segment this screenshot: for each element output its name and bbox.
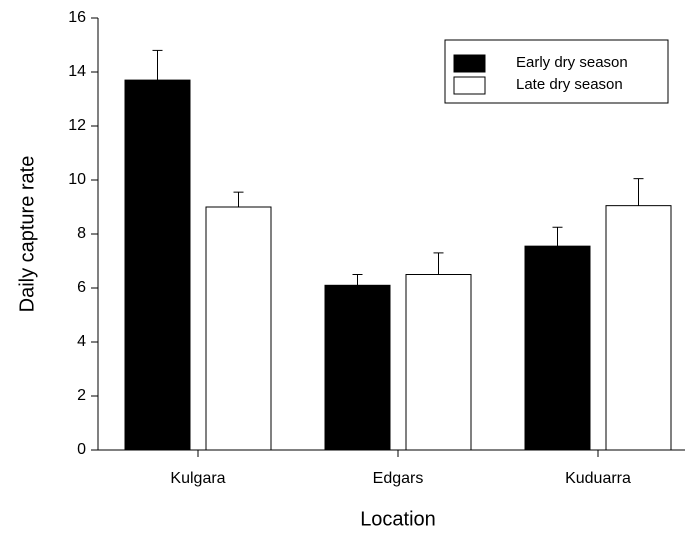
error-bar [633, 178, 644, 206]
x-tick-label: Edgars [373, 470, 424, 487]
y-tick-label: 12 [68, 117, 86, 134]
y-tick-label: 0 [77, 441, 86, 458]
error-bar [352, 274, 363, 286]
bar [124, 79, 191, 451]
error-bar [433, 252, 444, 275]
y-tick-label: 4 [77, 333, 86, 350]
y-tick-label: 2 [77, 387, 86, 404]
y-tick-label: 16 [68, 9, 86, 26]
y-tick-label: 10 [68, 171, 86, 188]
y-tick-label: 6 [77, 279, 86, 296]
error-bar [552, 226, 563, 247]
bar [524, 245, 591, 451]
bar [605, 205, 672, 451]
error-bar [152, 49, 163, 81]
bar [324, 284, 391, 451]
x-tick-label: Kulgara [170, 470, 225, 487]
bar [205, 206, 272, 451]
y-axis-title: Daily capture rate [16, 156, 38, 313]
legend-swatch [453, 54, 486, 73]
y-tick-label: 8 [77, 225, 86, 242]
legend-label: Late dry season [516, 76, 623, 93]
x-axis-title: Location [360, 508, 436, 530]
x-tick-label: Kuduarra [565, 470, 631, 487]
legend-swatch [453, 76, 486, 95]
bar [405, 274, 472, 451]
legend-label: Early dry season [516, 54, 628, 71]
y-tick-label: 14 [68, 63, 86, 80]
error-bar [233, 191, 244, 207]
